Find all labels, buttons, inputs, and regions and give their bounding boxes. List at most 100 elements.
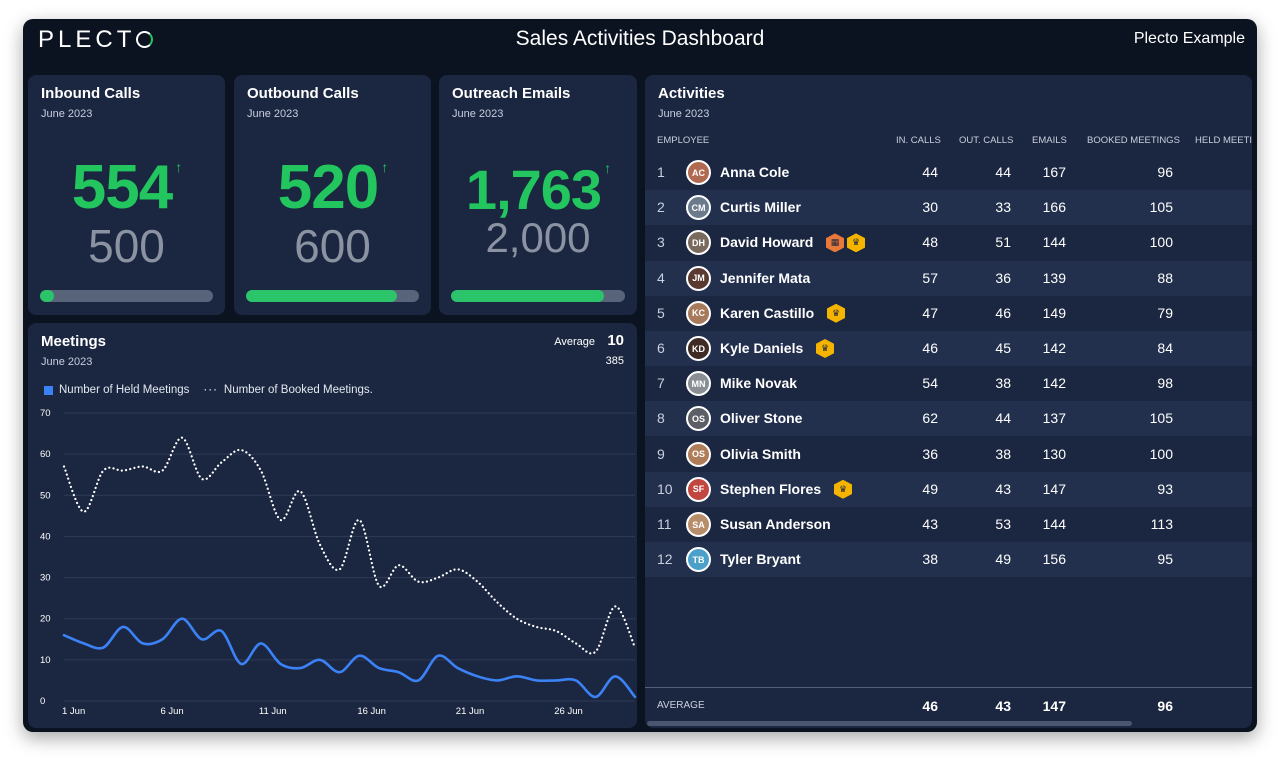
avatar: KD bbox=[686, 336, 711, 361]
table-row[interactable]: 2 CM Curtis Miller 30 33 166 105 bbox=[645, 190, 1252, 226]
booked-value: 96 bbox=[1157, 164, 1173, 180]
kpi-progress-fill bbox=[40, 290, 54, 302]
in-calls-value: 54 bbox=[922, 375, 938, 392]
table-row[interactable]: 9 OS Olivia Smith 36 38 130 100 bbox=[645, 437, 1252, 472]
activities-card[interactable]: Activities June 2023 EMPLOYEE IN. CALLS … bbox=[645, 75, 1252, 728]
in-calls-value: 44 bbox=[922, 164, 938, 180]
employee-name[interactable]: David Howard bbox=[720, 234, 814, 251]
rank: 1 bbox=[657, 164, 665, 180]
table-row[interactable]: 1 AC Anna Cole 44 44 167 96 bbox=[645, 155, 1252, 190]
column-header-in-calls[interactable]: IN. CALLS bbox=[896, 135, 941, 146]
in-calls-value: 30 bbox=[922, 199, 938, 216]
series-line-held-meetings[interactable] bbox=[62, 617, 637, 699]
avatar: CM bbox=[686, 195, 711, 221]
employee-name[interactable]: Kyle Daniels bbox=[720, 340, 804, 356]
meetings-line-chart: 0 10 20 30 40 50 60 70 1 Jun 6 Jun 11 Jun 16 Jun 21 … bbox=[40, 408, 637, 717]
kpi-period: June 2023 bbox=[452, 108, 504, 120]
trophy-badge-icon[interactable]: ♛ bbox=[847, 233, 865, 253]
kpi-period: June 2023 bbox=[247, 108, 299, 120]
employee-name[interactable]: Tyler Bryant bbox=[720, 551, 801, 568]
out-calls-value: 38 bbox=[995, 375, 1011, 392]
table-row[interactable]: 3 DH David Howard 48 51 144 100 ▦ ♛ bbox=[645, 225, 1252, 260]
column-header-emails[interactable]: EMAILS bbox=[1032, 135, 1067, 146]
booked-value: 100 bbox=[1149, 234, 1173, 251]
y-tick-label: 40 bbox=[40, 531, 51, 542]
column-header-held-meetings[interactable]: HELD MEETI bbox=[1195, 135, 1252, 146]
activities-title: Activities bbox=[658, 85, 725, 102]
emails-value: 144 bbox=[1042, 516, 1066, 532]
average-emails: 147 bbox=[1042, 698, 1066, 714]
table-row[interactable]: 8 OS Oliver Stone 62 44 137 105 bbox=[645, 401, 1252, 437]
employee-name[interactable]: Jennifer Mata bbox=[720, 269, 811, 286]
trophy-badge-icon[interactable]: ♛ bbox=[827, 303, 845, 323]
trophy-badge-icon[interactable]: ♛ bbox=[834, 479, 852, 499]
x-tick-label: 6 Jun bbox=[160, 706, 183, 717]
average-row-label: AVERAGE bbox=[657, 700, 705, 711]
employee-name[interactable]: Olivia Smith bbox=[720, 445, 801, 462]
in-calls-value: 47 bbox=[922, 304, 938, 321]
table-row[interactable]: 12 TB Tyler Bryant 38 49 156 95 bbox=[645, 542, 1252, 578]
x-tick-label: 26 Jun bbox=[554, 706, 583, 717]
y-tick-label: 10 bbox=[40, 655, 51, 666]
employee-name[interactable]: Oliver Stone bbox=[720, 410, 803, 427]
rank: 10 bbox=[657, 480, 673, 497]
out-calls-value: 36 bbox=[995, 269, 1011, 286]
column-header-booked-meetings[interactable]: BOOKED MEETINGS bbox=[1087, 135, 1180, 146]
employee-name[interactable]: Anna Cole bbox=[720, 164, 790, 180]
rank: 3 bbox=[657, 234, 665, 251]
out-calls-value: 38 bbox=[995, 445, 1011, 462]
emails-value: 166 bbox=[1042, 199, 1066, 216]
booked-value: 105 bbox=[1149, 410, 1173, 427]
table-row[interactable]: 5 KC Karen Castillo 47 46 149 79 ♛ bbox=[645, 296, 1252, 331]
in-calls-value: 38 bbox=[922, 551, 938, 568]
table-footer-divider bbox=[645, 687, 1252, 688]
meetings-card[interactable]: Meetings June 2023 Average 10 385 Number… bbox=[28, 323, 637, 728]
table-row[interactable]: 10 SF Stephen Flores 49 43 147 93 ♛ bbox=[645, 471, 1252, 507]
rank: 4 bbox=[657, 269, 665, 286]
kpi-card-inbound-calls[interactable]: Inbound Calls June 2023 554 ↑ 500 bbox=[28, 75, 225, 315]
rank: 2 bbox=[657, 199, 665, 216]
employee-name[interactable]: Stephen Flores bbox=[720, 480, 822, 497]
table-row[interactable]: 6 KD Kyle Daniels 46 45 142 84 ♛ bbox=[645, 331, 1252, 366]
rank: 9 bbox=[657, 445, 665, 462]
table-row[interactable]: 7 MN Mike Novak 54 38 142 98 bbox=[645, 366, 1252, 401]
series-line-booked-meetings[interactable] bbox=[62, 436, 637, 655]
avatar: SF bbox=[686, 476, 711, 502]
rank: 8 bbox=[657, 410, 665, 427]
employee-name[interactable]: Mike Novak bbox=[720, 375, 798, 392]
legend-booked-label[interactable]: Number of Booked Meetings. bbox=[223, 384, 373, 396]
x-tick-label: 1 Jun bbox=[62, 706, 85, 717]
legend-booked-swatch: ··· bbox=[203, 384, 218, 396]
booked-value: 105 bbox=[1149, 199, 1173, 216]
legend-held-label[interactable]: Number of Held Meetings bbox=[59, 384, 190, 396]
calendar-badge-icon[interactable]: ▦ bbox=[826, 233, 844, 253]
column-header-out-calls[interactable]: OUT. CALLS bbox=[959, 135, 1014, 146]
in-calls-value: 62 bbox=[922, 410, 938, 427]
employee-name[interactable]: Susan Anderson bbox=[720, 516, 831, 532]
rank: 11 bbox=[657, 516, 672, 532]
column-header-employee[interactable]: EMPLOYEE bbox=[657, 135, 710, 146]
booked-value: 113 bbox=[1150, 516, 1173, 532]
kpi-card-outreach-emails[interactable]: Outreach Emails June 2023 1,763 ↑ 2,000 bbox=[439, 75, 637, 315]
table-header: EMPLOYEE IN. CALLS OUT. CALLS EMAILS BOO… bbox=[645, 135, 1252, 149]
y-tick-label: 30 bbox=[40, 573, 51, 584]
trophy-badge-icon[interactable]: ♛ bbox=[816, 339, 834, 358]
account-name: Plecto Example bbox=[1133, 30, 1245, 47]
avatar: KC bbox=[686, 300, 711, 326]
activities-period: June 2023 bbox=[658, 108, 710, 120]
table-row[interactable]: 4 JM Jennifer Mata 57 36 139 88 bbox=[645, 260, 1252, 296]
booked-value: 93 bbox=[1157, 480, 1173, 497]
horizontal-scrollbar[interactable] bbox=[647, 721, 1132, 726]
avatar: OS bbox=[686, 441, 711, 467]
kpi-card-outbound-calls[interactable]: Outbound Calls June 2023 520 ↑ 600 bbox=[234, 75, 431, 315]
employee-name[interactable]: Karen Castillo bbox=[720, 304, 815, 321]
employee-name[interactable]: Curtis Miller bbox=[720, 199, 801, 216]
rank: 12 bbox=[657, 551, 673, 568]
out-calls-value: 44 bbox=[995, 164, 1011, 180]
average-label: Average bbox=[554, 336, 595, 348]
booked-value: 98 bbox=[1157, 375, 1173, 392]
out-calls-value: 33 bbox=[995, 199, 1011, 216]
table-row[interactable]: 11 SA Susan Anderson 43 53 144 113 bbox=[645, 507, 1252, 542]
booked-value: 100 bbox=[1149, 445, 1173, 462]
y-tick-label: 70 bbox=[40, 408, 51, 419]
